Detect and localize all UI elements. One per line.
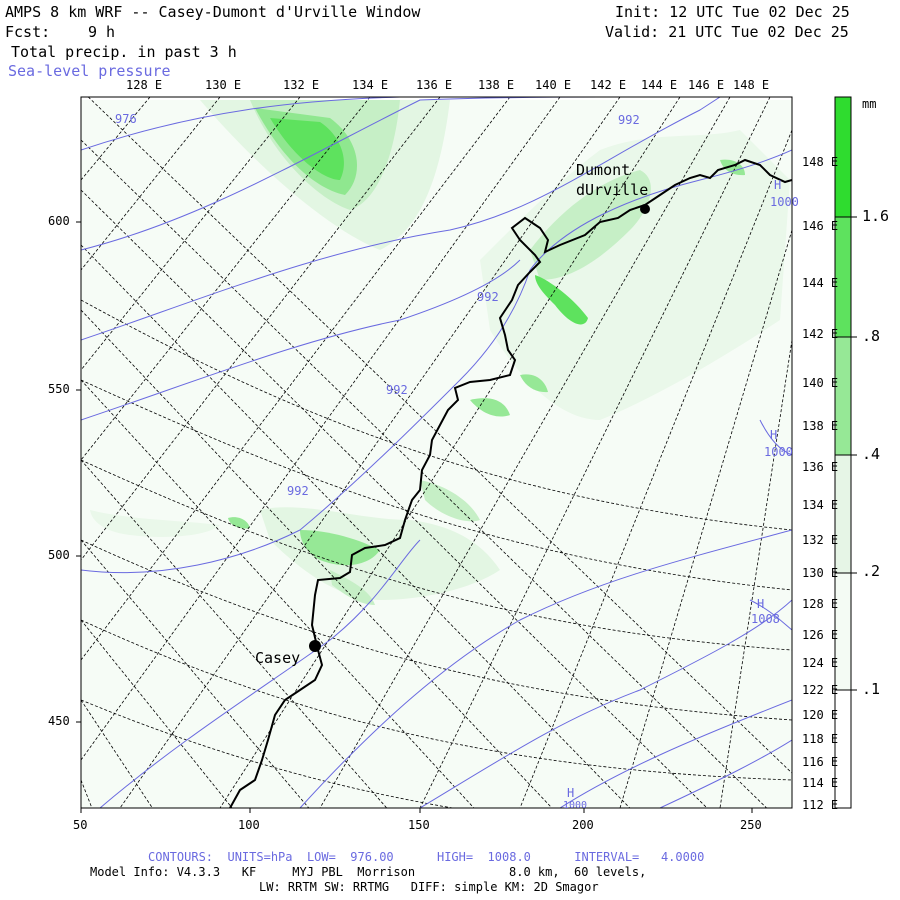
contour-label: 992 bbox=[618, 113, 640, 127]
station-label-dumont-durville: Dumont dUrville bbox=[576, 161, 649, 199]
right-lon-label: 128 E bbox=[802, 597, 839, 611]
right-lon-label: 120 E bbox=[802, 708, 839, 722]
contours-info: CONTOURS: UNITS=hPa LOW= 976.00 HIGH= 10… bbox=[148, 850, 705, 864]
legend-colorbar bbox=[834, 96, 857, 809]
contour-label: 976 bbox=[115, 112, 137, 126]
physics-info: LW: RRTM SW: RRTMG DIFF: simple KM: 2D S… bbox=[259, 880, 599, 894]
y-axis-tick: 500 bbox=[48, 548, 70, 562]
x-axis-tick: 100 bbox=[238, 818, 260, 832]
legend-unit: mm bbox=[862, 97, 877, 111]
contour-label: 1008 bbox=[751, 612, 780, 626]
top-lon-label: 136 E bbox=[416, 78, 453, 92]
right-lon-label: 146 E bbox=[802, 219, 839, 233]
forecast-label: Fcst: bbox=[5, 23, 51, 41]
top-lon-label: 130 E bbox=[205, 78, 242, 92]
top-lon-label: 142 E bbox=[590, 78, 627, 92]
legend-level: 1.6 bbox=[862, 207, 890, 225]
contour-label: 1000 bbox=[764, 445, 793, 459]
right-lon-label: 126 E bbox=[802, 628, 839, 642]
top-lon-label: 134 E bbox=[352, 78, 389, 92]
plot-title: AMPS 8 km WRF -- Casey-Dumont d'Urville … bbox=[5, 3, 421, 21]
field-name: Total precip. in past 3 h bbox=[11, 43, 237, 61]
contour-label: 992 bbox=[477, 290, 499, 304]
y-axis-tick: 600 bbox=[48, 214, 70, 228]
casey-station-dot bbox=[309, 640, 321, 652]
right-lon-label: 136 E bbox=[802, 460, 839, 474]
forecast-value: 9 h bbox=[88, 23, 116, 41]
axis-ticks bbox=[76, 221, 753, 813]
legend-level: .1 bbox=[862, 680, 881, 698]
model-info: Model Info: V4.3.3 KF MYJ PBL Morrison 8… bbox=[90, 865, 647, 879]
top-lon-label: 144 E bbox=[641, 78, 678, 92]
contour-label: 992 bbox=[287, 484, 309, 498]
map-frame bbox=[80, 96, 793, 809]
x-axis-tick: 250 bbox=[740, 818, 762, 832]
top-lon-label: 140 E bbox=[535, 78, 572, 92]
legend-level: .8 bbox=[862, 327, 881, 345]
contour-label: 992 bbox=[386, 383, 408, 397]
right-lon-label: 142 E bbox=[802, 327, 839, 341]
x-axis-tick: 50 bbox=[73, 818, 88, 832]
contour-label-high: H bbox=[770, 428, 778, 442]
right-lon-label: 116 E bbox=[802, 755, 839, 769]
right-lon-label: 130 E bbox=[802, 566, 839, 580]
contour-label-high: H bbox=[567, 786, 575, 800]
contour-label: 1000 bbox=[770, 195, 799, 209]
right-lon-label: 138 E bbox=[802, 419, 839, 433]
dumont-durville-station-dot bbox=[640, 204, 650, 214]
pressure-contours bbox=[81, 97, 792, 808]
top-lon-label: 146 E bbox=[688, 78, 725, 92]
top-lon-label: 148 E bbox=[733, 78, 770, 92]
top-lon-label: 132 E bbox=[283, 78, 320, 92]
init-time: Init: 12 UTC Tue 02 Dec 25 bbox=[615, 3, 850, 21]
contour-label-high: H bbox=[774, 178, 782, 192]
x-axis-tick: 200 bbox=[572, 818, 594, 832]
contour-label: 1000 bbox=[563, 800, 588, 811]
valid-time: Valid: 21 UTC Tue 02 Dec 25 bbox=[605, 23, 849, 41]
right-lon-label: 148 E bbox=[802, 155, 839, 169]
right-lon-label: 134 E bbox=[802, 498, 839, 512]
station-label-casey: Casey bbox=[255, 649, 301, 667]
right-lon-label: 124 E bbox=[802, 656, 839, 670]
top-lon-label: 138 E bbox=[478, 78, 515, 92]
right-lon-label: 118 E bbox=[802, 732, 839, 746]
right-lon-label: 112 E bbox=[802, 798, 839, 812]
coastline bbox=[229, 158, 792, 808]
right-lon-label: 144 E bbox=[802, 276, 839, 290]
y-axis-tick: 550 bbox=[48, 382, 70, 396]
right-lon-label: 140 E bbox=[802, 376, 839, 390]
x-axis-tick: 150 bbox=[408, 818, 430, 832]
y-axis-tick: 450 bbox=[48, 714, 70, 728]
right-lon-label: 122 E bbox=[802, 683, 839, 697]
precip-shading bbox=[81, 100, 792, 808]
top-lon-label: 128 E bbox=[126, 78, 163, 92]
overlay-name: Sea-level pressure bbox=[8, 62, 171, 80]
right-lon-label: 132 E bbox=[802, 533, 839, 547]
contour-label-high: H bbox=[757, 597, 765, 611]
legend-level: .4 bbox=[862, 445, 881, 463]
graticule bbox=[81, 97, 792, 808]
right-lon-label: 114 E bbox=[802, 776, 839, 790]
legend-level: .2 bbox=[862, 562, 881, 580]
